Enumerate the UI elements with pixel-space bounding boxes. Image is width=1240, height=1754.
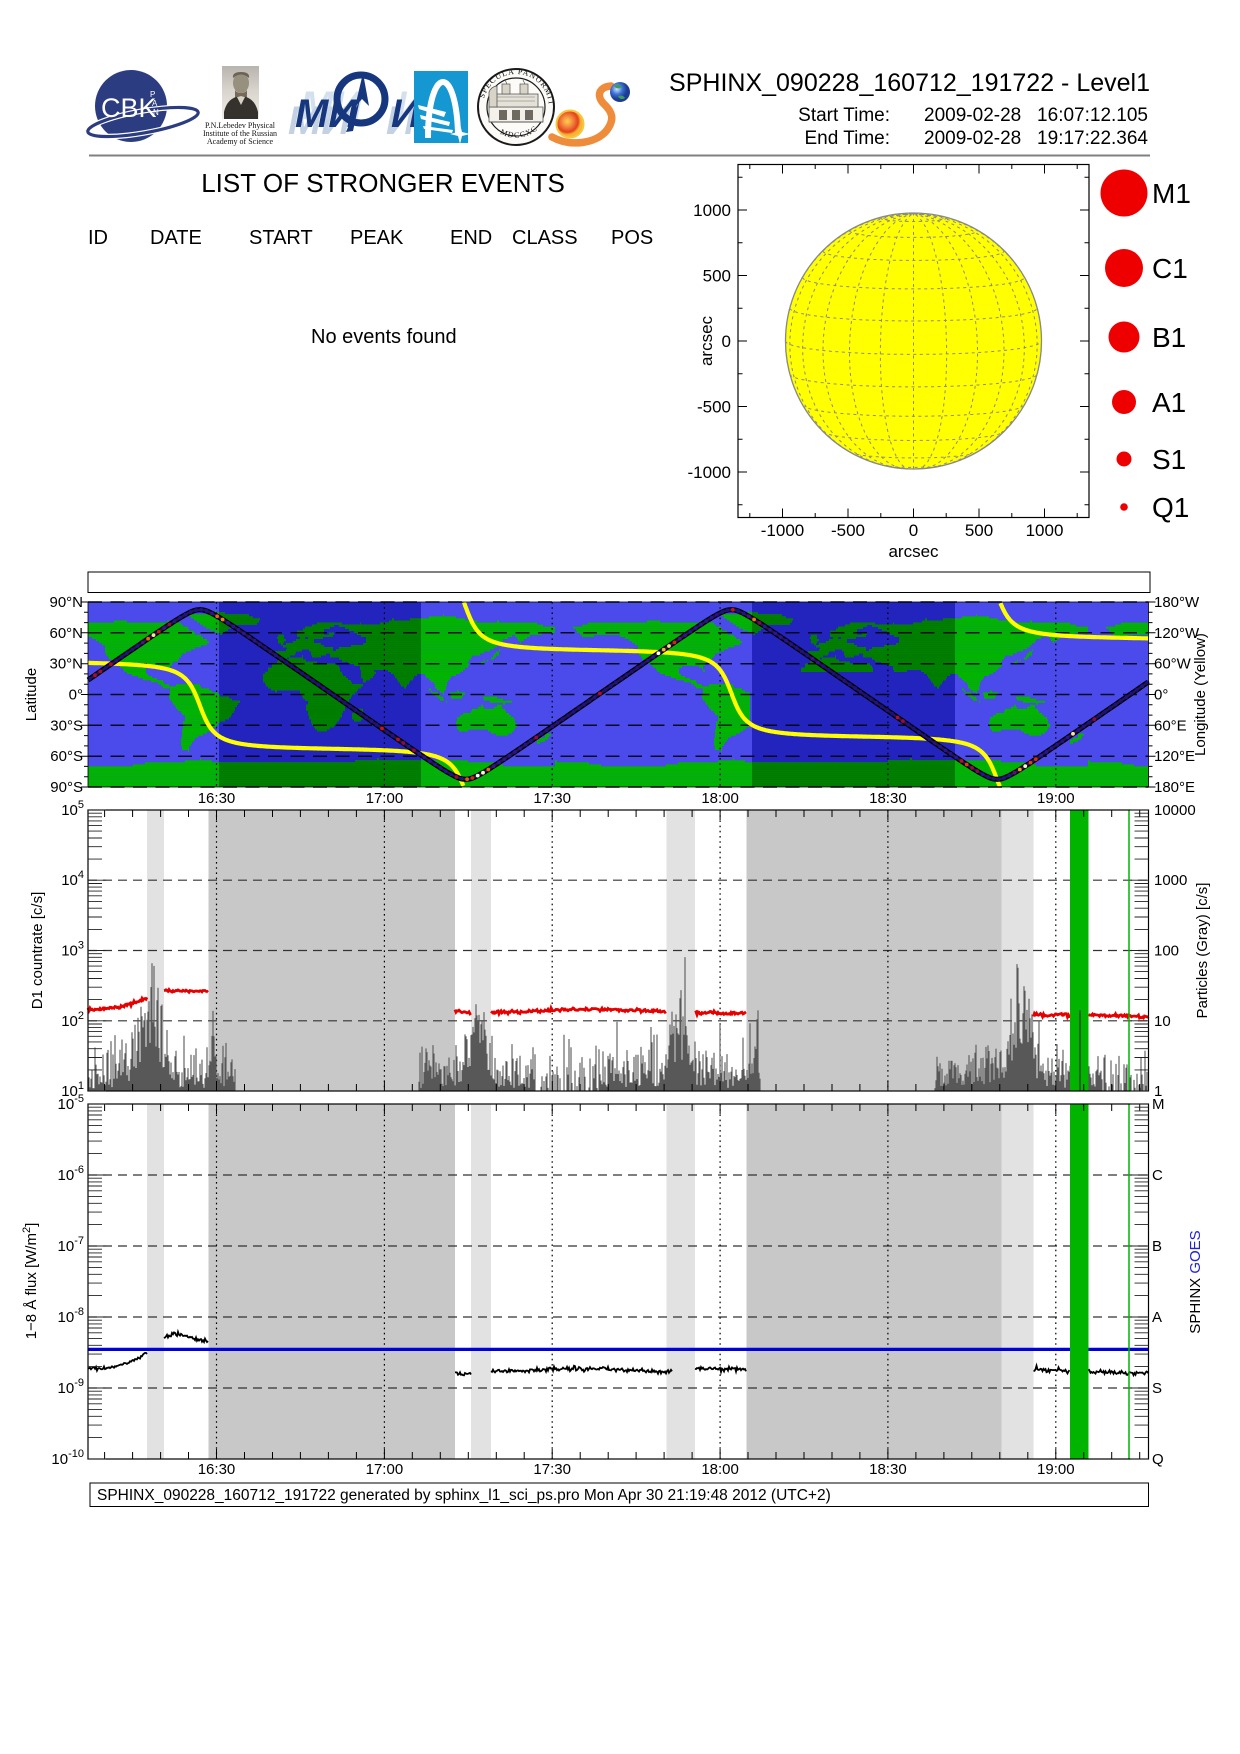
svg-text:P: P — [150, 90, 155, 99]
svg-text:Academy of Science: Academy of Science — [207, 137, 274, 146]
svg-text:18:30: 18:30 — [869, 1461, 907, 1478]
svg-text:10: 10 — [1154, 1013, 1171, 1030]
svg-text:17:00: 17:00 — [366, 790, 404, 807]
svg-text:CLASS: CLASS — [512, 227, 578, 249]
svg-text:500: 500 — [965, 521, 993, 540]
svg-text:Q1: Q1 — [1152, 492, 1189, 523]
svg-text:CBK: CBK — [101, 93, 157, 123]
svg-text:18:00: 18:00 — [701, 790, 739, 807]
svg-text:D1 countrate [c/s]: D1 countrate [c/s] — [29, 892, 46, 1010]
svg-text:POS: POS — [611, 227, 653, 249]
svg-text:Longitude (Yellow): Longitude (Yellow) — [1192, 633, 1209, 756]
svg-text:N: N — [153, 108, 159, 117]
svg-text:0: 0 — [909, 521, 918, 540]
svg-text:PEAK: PEAK — [350, 227, 404, 249]
svg-text:1: 1 — [1154, 1083, 1162, 1100]
svg-text:START: START — [249, 227, 313, 249]
svg-text:1−8 Å flux [W/m2]: 1−8 Å flux [W/m2] — [21, 1223, 40, 1340]
svg-text:90°N: 90°N — [49, 594, 83, 611]
svg-text:30°S: 30°S — [50, 717, 83, 734]
svg-text:И: И — [386, 99, 416, 143]
svg-text:60°W: 60°W — [1154, 656, 1192, 673]
svg-text:-500: -500 — [831, 521, 865, 540]
svg-text:16:30: 16:30 — [198, 1461, 236, 1478]
svg-text:A: A — [1152, 1309, 1162, 1326]
svg-text:ID: ID — [88, 227, 108, 249]
svg-text:-500: -500 — [697, 398, 731, 417]
svg-text:No events found: No events found — [311, 326, 457, 348]
svg-text:19:00: 19:00 — [1037, 790, 1075, 807]
svg-text:10000: 10000 — [1154, 802, 1196, 819]
svg-text:Particles (Gray) [c/s]: Particles (Gray) [c/s] — [1194, 883, 1211, 1019]
svg-text:P.N.Lebedev Physical: P.N.Lebedev Physical — [205, 121, 276, 130]
svg-text:17:30: 17:30 — [533, 790, 571, 807]
svg-text:180°W: 180°W — [1154, 594, 1200, 611]
svg-text:500: 500 — [703, 267, 731, 286]
svg-text:18:30: 18:30 — [869, 790, 907, 807]
svg-text:60°S: 60°S — [50, 748, 83, 765]
svg-text:-1000: -1000 — [761, 521, 804, 540]
svg-text:120°W: 120°W — [1154, 625, 1200, 642]
svg-text:17:30: 17:30 — [533, 1461, 571, 1478]
svg-text:0°: 0° — [69, 687, 83, 704]
svg-text:End Time:: End Time: — [804, 128, 890, 149]
svg-text:DATE: DATE — [150, 227, 202, 249]
svg-text:1000: 1000 — [1154, 872, 1187, 889]
svg-text:-1000: -1000 — [688, 463, 731, 482]
svg-text:180°E: 180°E — [1154, 779, 1195, 796]
svg-text:60°N: 60°N — [49, 625, 83, 642]
svg-text:90°S: 90°S — [50, 779, 83, 796]
svg-text:Latitude: Latitude — [23, 668, 40, 721]
svg-text:0°: 0° — [1154, 687, 1168, 704]
svg-text:arcsec: arcsec — [697, 315, 716, 366]
svg-text:30°N: 30°N — [49, 656, 83, 673]
svg-text:SPHINX_090228_160712_191722 ge: SPHINX_090228_160712_191722 generated by… — [97, 1487, 831, 1504]
svg-text:S: S — [1152, 1380, 1162, 1397]
svg-text:18:00: 18:00 — [701, 1461, 739, 1478]
svg-text:16:30: 16:30 — [198, 790, 236, 807]
svg-text:60°E: 60°E — [1154, 717, 1187, 734]
svg-text:B: B — [1152, 1238, 1162, 1255]
svg-text:B1: B1 — [1152, 322, 1186, 353]
svg-text:C: C — [1152, 1167, 1163, 1184]
svg-text:Q: Q — [1152, 1451, 1164, 1468]
svg-text:A: A — [152, 99, 158, 108]
svg-text:1000: 1000 — [693, 201, 731, 220]
svg-text:120°E: 120°E — [1154, 748, 1195, 765]
svg-text:S1: S1 — [1152, 444, 1186, 475]
svg-text:arcsec: arcsec — [888, 542, 939, 561]
svg-text:1000: 1000 — [1026, 521, 1064, 540]
svg-text:SPHINX GOES: SPHINX GOES — [1187, 1230, 1204, 1333]
svg-text:SPHINX_090228_160712_191722 -: SPHINX_090228_160712_191722 - Level1 — [669, 69, 1150, 97]
svg-text:A1: A1 — [1152, 387, 1186, 418]
svg-text:17:00: 17:00 — [366, 1461, 404, 1478]
svg-text:Start Time:: Start Time: — [798, 105, 890, 126]
svg-text:END: END — [450, 227, 492, 249]
svg-text:0: 0 — [722, 332, 731, 351]
svg-text:M: M — [1152, 1096, 1165, 1113]
svg-text:2009-02-28 16:07:12.105: 2009-02-28 16:07:12.105 — [924, 105, 1148, 126]
svg-text:Institute of the Russian: Institute of the Russian — [203, 129, 277, 138]
svg-text:19:00: 19:00 — [1037, 1461, 1075, 1478]
svg-text:LIST OF STRONGER EVENTS: LIST OF STRONGER EVENTS — [201, 168, 565, 198]
svg-text:100: 100 — [1154, 943, 1179, 960]
svg-text:M1: M1 — [1152, 178, 1191, 209]
svg-text:2009-02-28 19:17:22.364: 2009-02-28 19:17:22.364 — [924, 128, 1148, 149]
svg-text:C1: C1 — [1152, 253, 1188, 284]
